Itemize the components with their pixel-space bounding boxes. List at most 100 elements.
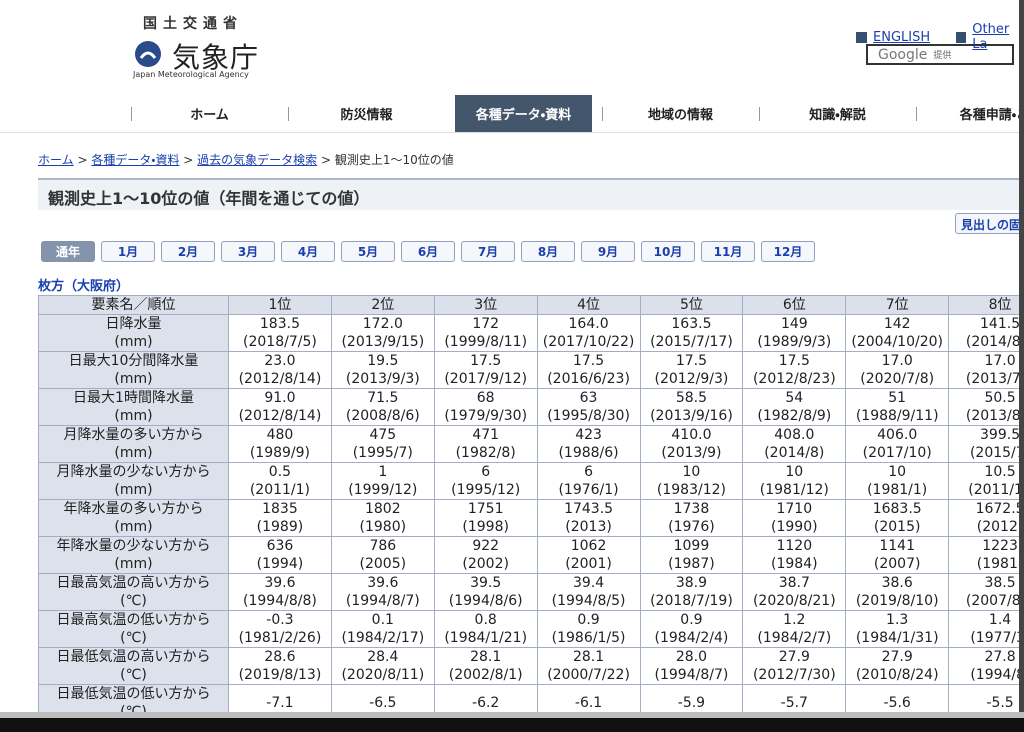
value-cell: -7.1: [228, 684, 332, 712]
top-link[interactable]: ENGLISH: [856, 22, 930, 52]
value-cell: 1141 (2007): [845, 536, 950, 574]
cell-value: 28.1: [572, 649, 605, 665]
nav-item[interactable]: 地域の情報: [602, 95, 759, 132]
value-cell: 50.5 (2013/8/2: [948, 388, 1020, 426]
value-cell: 1.3 (1984/1/31): [845, 610, 950, 648]
data-row: 月降水量の少ない方から (mm) 0.5 (2011/1) 1 (1999/12) 6 (19…: [38, 462, 1020, 500]
nav-item[interactable]: ホーム: [131, 95, 288, 132]
value-cell: 28.6 (2019/8/13): [228, 647, 332, 685]
month-tab[interactable]: 4月: [281, 241, 335, 262]
cell-value: 183.5: [259, 316, 300, 332]
search-note: 提供: [933, 51, 952, 61]
breadcrumb-link[interactable]: ホーム: [38, 153, 74, 167]
cell-date: (2020/8/21): [752, 593, 836, 609]
value-cell: 54 (1982/8/9): [742, 388, 847, 426]
month-tab[interactable]: 1月: [101, 241, 155, 262]
top-link[interactable]: Other La: [956, 22, 1024, 52]
cell-value: 1683.5: [872, 501, 922, 517]
data-row: 日最低気温の低い方から (℃) -7.1 -6.5 -6.2 -6.1 -5.9 -5.7 -5…: [38, 684, 1020, 712]
breadcrumb-link[interactable]: 各種データ・資料: [91, 153, 180, 167]
data-row: 月降水量の多い方から (mm) 480 (1989/9) 475 (1995/7) 471 (…: [38, 425, 1020, 463]
element-name: 月降水量の少ない方から: [56, 464, 211, 480]
month-tab[interactable]: 10月: [641, 241, 695, 262]
cell-value: 27.9: [881, 649, 913, 665]
month-tab[interactable]: 11月: [701, 241, 755, 262]
cell-value: -5.5: [986, 695, 1014, 711]
element-unit: (mm): [114, 445, 153, 461]
cell-value: -7.1: [266, 695, 294, 711]
cell-value: 38.9: [675, 575, 708, 591]
month-tabs: 通年 1月 2月 3月 4月 5月 6月 7月 8月 9月 10月 11月 12月: [41, 241, 815, 262]
cell-value: 172: [472, 316, 500, 332]
element-cell: 日最大10分間降水量 (mm): [38, 351, 229, 389]
value-cell: 10 (1983/12): [639, 462, 744, 500]
breadcrumb-link[interactable]: 過去の気象データ検索: [197, 153, 318, 167]
cell-value: 1099: [673, 538, 710, 554]
breadcrumb-separator: >: [183, 153, 194, 167]
cell-date: (2005): [359, 556, 407, 572]
cell-value: 54: [785, 390, 804, 406]
element-name: 日最低気温の高い方から: [56, 649, 211, 665]
value-cell: 63 (1995/8/30): [536, 388, 641, 426]
cell-value: 17.5: [778, 353, 810, 369]
cell-date: (1987): [668, 556, 715, 572]
month-tab[interactable]: 6月: [401, 241, 455, 262]
cell-date: (1982/8): [455, 445, 516, 461]
value-cell: -0.3 (1981/2/26): [228, 610, 332, 648]
element-name: 年降水量の少ない方から: [56, 538, 211, 554]
page-heading: 観測史上1～10位の値（年間を通じての値）: [38, 178, 1024, 210]
cell-date: (2012/7/30): [752, 667, 836, 683]
cell-value: 1062: [570, 538, 607, 554]
cell-value: 1141: [879, 538, 915, 554]
toggle-button[interactable]: 見出しの固: [955, 213, 1024, 234]
value-cell: -5.7: [742, 684, 847, 712]
month-tab[interactable]: 5月: [341, 241, 395, 262]
month-tab[interactable]: 2月: [161, 241, 215, 262]
nav-item[interactable]: 知識・解説: [759, 95, 916, 132]
value-cell: 17.5 (2016/6/23): [536, 351, 641, 389]
nav-item[interactable]: 各種申請・ご: [916, 95, 1024, 132]
cell-value: 27.9: [778, 649, 810, 665]
header-cell: 7位: [845, 295, 950, 315]
header-cell: 2位: [330, 295, 435, 315]
month-tab[interactable]: 3月: [221, 241, 275, 262]
cell-value: 1710: [776, 501, 813, 517]
element-name: 日最大10分間降水量: [68, 353, 199, 369]
month-tab[interactable]: 12月: [761, 241, 815, 262]
cell-date: (2020/8/11): [341, 667, 425, 683]
month-tab[interactable]: 通年: [41, 241, 95, 262]
element-unit: (℃): [120, 704, 147, 712]
cell-date: (2012): [976, 519, 1020, 535]
value-cell: 19.5 (2013/9/3): [330, 351, 435, 389]
element-unit: (mm): [114, 371, 153, 387]
cell-value: 163.5: [671, 316, 712, 332]
cell-value: 0.9: [680, 612, 703, 628]
value-cell: 1835 (1989): [228, 499, 332, 537]
month-tab[interactable]: 7月: [461, 241, 515, 262]
nav-item[interactable]: 防災情報: [288, 95, 445, 132]
cell-date: (1979/9/30): [444, 408, 528, 424]
cell-date: (1989/9/3): [757, 334, 832, 350]
month-tab[interactable]: 8月: [521, 241, 575, 262]
value-cell: 17.5 (2017/9/12): [433, 351, 538, 389]
element-cell: 日最低気温の低い方から (℃): [38, 684, 229, 712]
cell-date: (1994/8/5): [551, 593, 626, 609]
nav-item[interactable]: 各種データ・資料: [455, 95, 592, 132]
month-tab[interactable]: 9月: [581, 241, 635, 262]
search-box[interactable]: Google 提供: [866, 44, 1014, 65]
value-cell: 0.1 (1984/2/17): [330, 610, 435, 648]
element-cell: 日降水量 (mm): [38, 314, 229, 352]
value-cell: 28.1 (2000/7/22): [536, 647, 641, 685]
cell-value: 38.7: [778, 575, 810, 591]
cell-value: 1835: [262, 501, 298, 517]
value-cell: 17.0 (2013/7/1: [948, 351, 1020, 389]
cell-value: 1.2: [783, 612, 806, 628]
divider: [0, 132, 1024, 133]
agency-english: Japan Meteorological Agency: [133, 70, 249, 79]
breadcrumb-current: 観測史上1～10位の値: [334, 153, 454, 167]
cell-value: 6: [481, 464, 491, 480]
cell-date: (1981/2/26): [238, 630, 322, 646]
cell-date: (1981): [976, 556, 1020, 572]
cell-value: 17.0: [984, 353, 1016, 369]
cell-value: 1751: [467, 501, 504, 517]
